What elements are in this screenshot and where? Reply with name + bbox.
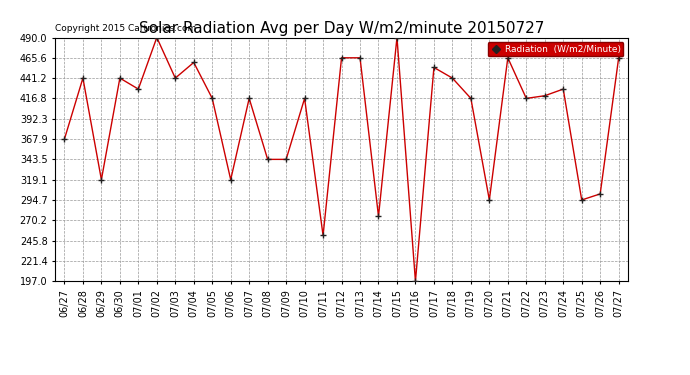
Text: Copyright 2015 Cartronics.com: Copyright 2015 Cartronics.com: [55, 24, 197, 33]
Title: Solar Radiation Avg per Day W/m2/minute 20150727: Solar Radiation Avg per Day W/m2/minute …: [139, 21, 544, 36]
Legend: Radiation  (W/m2/Minute): Radiation (W/m2/Minute): [488, 42, 623, 56]
